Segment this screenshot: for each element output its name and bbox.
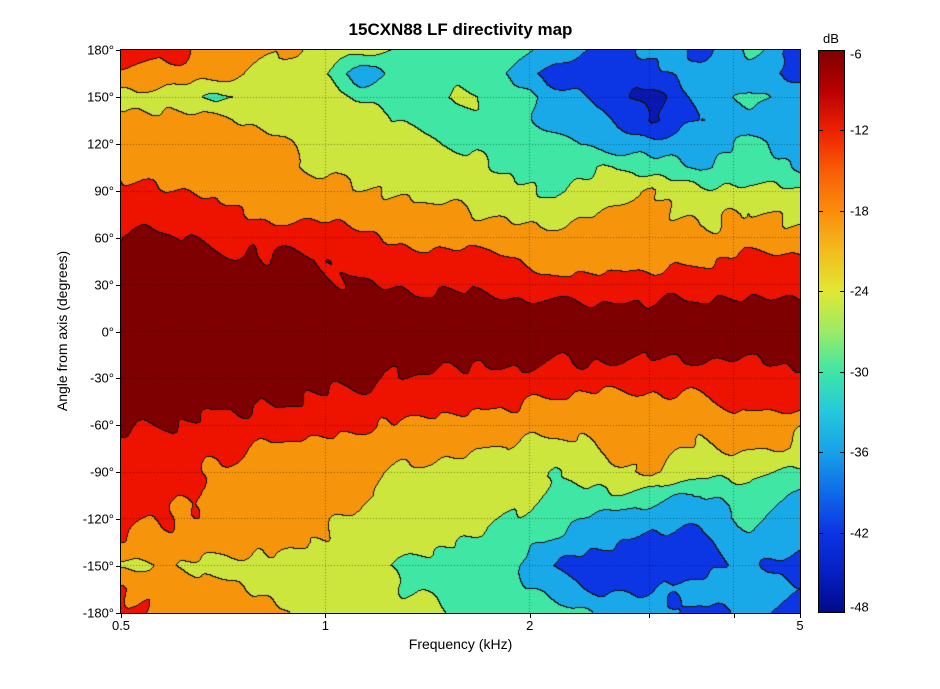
- colorbar-tick-label: -6: [850, 46, 862, 62]
- x-tick-mark: [325, 614, 326, 618]
- x-tick-label: 2: [526, 618, 534, 633]
- colorbar-tick-mark: [840, 291, 845, 292]
- y-tick-label: -180°: [82, 605, 114, 621]
- y-tick-label: 120°: [87, 136, 114, 152]
- y-tick-mark: [116, 285, 121, 286]
- y-tick-label: -120°: [82, 511, 114, 527]
- y-tick-mark: [116, 472, 121, 473]
- x-tick-mark: [121, 614, 122, 618]
- x-tick-label: 5: [796, 618, 804, 633]
- colorbar-tick-mark: [818, 612, 823, 613]
- y-tick-mark: [116, 378, 121, 379]
- x-tick-mark: [800, 614, 801, 618]
- plot-frame: [120, 49, 801, 614]
- y-tick-label: 60°: [94, 230, 114, 246]
- colorbar-tick-label: -42: [850, 525, 869, 541]
- colorbar-tick-label: -30: [850, 364, 869, 380]
- y-tick-mark: [116, 191, 121, 192]
- colorbar-tick-mark: [818, 50, 823, 51]
- y-tick-mark: [116, 425, 121, 426]
- colorbar-tick-label: -18: [850, 203, 869, 219]
- colorbar-tick-mark: [818, 533, 823, 534]
- colorbar-tick-label: -48: [850, 599, 869, 615]
- y-tick-label: -150°: [82, 558, 114, 574]
- colorbar-tick-mark: [818, 211, 823, 212]
- y-tick-label: -90°: [90, 464, 114, 480]
- colorbar-tick-mark: [840, 50, 845, 51]
- colorbar-tick-mark: [840, 372, 845, 373]
- colorbar-tick-mark: [840, 612, 845, 613]
- chart-title: 15CXN88 LF directivity map: [348, 20, 573, 39]
- x-axis-title: Frequency (kHz): [408, 636, 513, 652]
- colorbar-tick-mark: [818, 291, 823, 292]
- y-tick-mark: [116, 519, 121, 520]
- y-tick-mark: [116, 566, 121, 567]
- colorbar-tick-mark: [818, 372, 823, 373]
- y-tick-mark: [116, 50, 121, 51]
- directivity-map-canvas: [121, 50, 800, 613]
- y-tick-mark: [116, 332, 121, 333]
- colorbar: [818, 50, 845, 613]
- colorbar-tick-mark: [818, 452, 823, 453]
- x-tick-label: 1: [321, 618, 330, 633]
- colorbar-tick-label: -36: [850, 444, 869, 460]
- y-tick-label: -30°: [90, 370, 114, 386]
- colorbar-tick-mark: [840, 130, 845, 131]
- y-tick-mark: [116, 144, 121, 145]
- colorbar-tick-mark: [840, 452, 845, 453]
- y-tick-mark: [116, 613, 121, 614]
- colorbar-tick-mark: [840, 211, 845, 212]
- x-tick-mark: [649, 614, 650, 618]
- colorbar-tick-label: -12: [850, 122, 869, 138]
- y-tick-label: 0°: [101, 324, 114, 339]
- y-tick-label: 30°: [94, 277, 114, 293]
- colorbar-tick-mark: [840, 533, 845, 534]
- y-tick-mark: [116, 238, 121, 239]
- y-tick-label: 150°: [87, 89, 114, 105]
- y-tick-label: 90°: [94, 183, 114, 199]
- x-tick-mark: [734, 614, 735, 618]
- y-tick-label: 180°: [87, 42, 114, 58]
- colorbar-tick-label: -24: [850, 283, 869, 299]
- x-tick-label: 0.5: [111, 618, 131, 633]
- y-tick-mark: [116, 97, 121, 98]
- colorbar-unit-label: dB: [823, 31, 839, 46]
- x-tick-mark: [530, 614, 531, 618]
- y-tick-label: -60°: [90, 417, 114, 433]
- colorbar-tick-mark: [818, 130, 823, 131]
